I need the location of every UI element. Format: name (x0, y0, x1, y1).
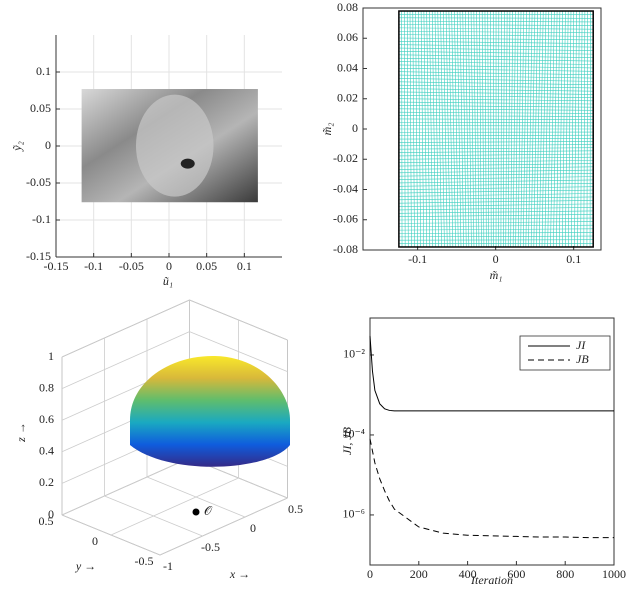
x-tick-label: 0 (367, 567, 373, 581)
y-tick-label: -0.06 (333, 212, 358, 226)
legend-label: JB (576, 352, 589, 366)
x-tick-label: -0.1 (408, 252, 427, 266)
y-tick-label: -0.5 (135, 554, 154, 568)
x-tick-label: -0.1 (84, 259, 103, 273)
y-axis-label: ỹ₂ (10, 141, 24, 152)
x-tick-label: -0.5 (201, 540, 220, 554)
y-tick-label: 0.04 (337, 60, 358, 74)
z-tick-label: 0.6 (39, 412, 54, 426)
z-tick-label: 0.4 (39, 444, 54, 458)
surface (130, 356, 290, 467)
x-tick-label: 0.1 (237, 259, 252, 273)
grid-line (62, 300, 190, 357)
y-tick-label: 0 (92, 534, 98, 548)
y-tick-label: 0.5 (39, 514, 54, 528)
z-tick-label: 0.8 (39, 380, 54, 394)
y-axis-label: JI, JB (340, 426, 354, 455)
y-axis-label: m̃₂ (320, 123, 334, 136)
y-tick-label: 0.08 (337, 0, 358, 14)
x-axis-label: m̃₁ (490, 268, 503, 282)
x-tick-label: 0.5 (288, 502, 303, 516)
x-tick-label: 800 (556, 567, 574, 581)
x-tick-label: -1 (163, 559, 173, 573)
legend (520, 336, 610, 370)
origin-marker (193, 509, 200, 516)
y-tick-label: 0 (352, 121, 358, 135)
x-axis-label: x → (229, 567, 250, 581)
figure: -0.15-0.1-0.0500.050.1-0.15-0.1-0.0500.0… (0, 0, 628, 591)
y-tick-label: -0.15 (26, 249, 51, 263)
y-tick-label: 0.02 (337, 91, 358, 105)
y-tick-label: 0 (45, 138, 51, 152)
x-tick-label: -0.05 (119, 259, 144, 273)
y-axis-label: y → (75, 559, 96, 573)
annotation: 𝒪 (204, 504, 213, 518)
y-tick-label: -0.05 (26, 175, 51, 189)
y-tick-label: -0.04 (333, 181, 358, 195)
x-tick-label: 0 (493, 252, 499, 266)
y-tick-label: -0.1 (32, 212, 51, 226)
y-tick-label: 0.1 (36, 64, 51, 78)
image-detail (181, 159, 195, 169)
z-tick-label: 0.2 (39, 475, 54, 489)
x-tick-label: 1000 (602, 567, 626, 581)
image-detail (136, 95, 214, 197)
y-tick-label: 10⁻² (343, 347, 365, 361)
x-tick-label: 0 (250, 521, 256, 535)
y-tick-label: 0.06 (337, 30, 358, 44)
legend-label: JI (576, 338, 586, 352)
x-tick-label: 200 (410, 567, 428, 581)
y-tick-label: -0.08 (333, 242, 358, 256)
y-tick-label: 10⁻⁶ (342, 507, 365, 521)
y-tick-label: -0.02 (333, 151, 358, 165)
x-tick-label: 0 (166, 259, 172, 273)
page: -0.15-0.1-0.0500.050.1-0.15-0.1-0.0500.0… (0, 0, 628, 591)
y-tick-label: 0.05 (30, 101, 51, 115)
z-tick-label: 1 (48, 349, 54, 363)
x-axis-label: ũ₁ (163, 274, 173, 288)
x-tick-label: 0.1 (566, 252, 581, 266)
z-axis-label: z → (14, 422, 28, 443)
x-axis-label: Iteration (470, 573, 513, 587)
x-tick-label: 0.05 (196, 259, 217, 273)
